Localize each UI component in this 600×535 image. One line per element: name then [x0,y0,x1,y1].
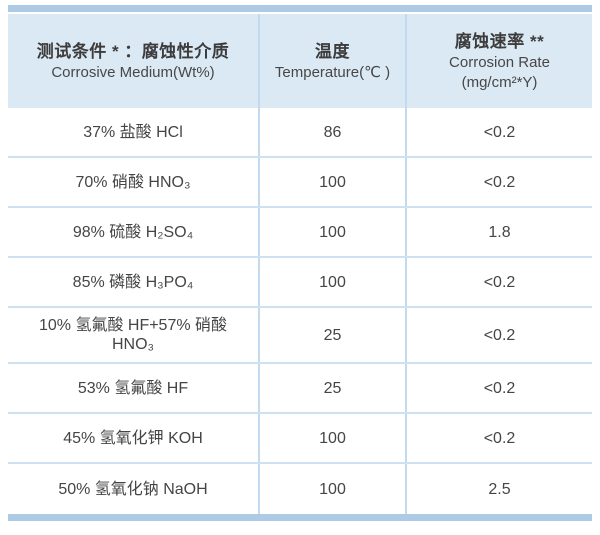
cell-rate: 2.5 [488,480,511,498]
table-row: 53% 氢氟酸 HF 25 <0.2 [8,364,592,414]
cell-rate: <0.2 [483,123,516,141]
header-rate-en: Corrosion Rate [449,53,550,71]
cell-rate: <0.2 [483,326,516,344]
top-accent-bar [8,5,592,12]
cell-medium: 85% 磷酸 H₃PO₄ [8,258,260,306]
cell-temperature: 100 [260,414,407,462]
table-header: 测试条件 * ：腐蚀性介质 Corrosive Medium(Wt%) 温度 T… [8,14,592,108]
cell-medium: 98% 硫酸 H₂SO₄ [8,208,260,256]
table-row: 50% 氢氧化钠 NaOH 100 2.5 [8,464,592,514]
table-row: 10% 氢氟酸 HF+57% 硝酸 HNO₃ 25 <0.2 [8,308,592,364]
header-rate-unit: (mg/cm²*Y) [461,73,538,91]
bottom-accent-bar [8,514,592,521]
cell-temperature: 25 [260,364,407,412]
cell-medium: 70% 硝酸 HNO₃ [8,158,260,206]
cell-medium: 53% 氢氟酸 HF [8,364,260,412]
header-cell-rate: 腐蚀速率 ** Corrosion Rate (mg/cm²*Y) [407,14,592,108]
cell-rate: <0.2 [483,429,516,447]
header-rate-zh: 腐蚀速率 ** [454,31,545,51]
cell-temperature: 100 [260,258,407,306]
cell-temperature: 86 [260,108,407,156]
corrosion-table: 测试条件 * ：腐蚀性介质 Corrosive Medium(Wt%) 温度 T… [8,5,592,521]
cell-rate: 1.8 [488,223,511,241]
cell-temperature: 100 [260,158,407,206]
table-row: 85% 磷酸 H₃PO₄ 100 <0.2 [8,258,592,308]
header-cell-medium: 测试条件 * ：腐蚀性介质 Corrosive Medium(Wt%) [8,14,260,108]
cell-temperature: 100 [260,208,407,256]
cell-medium: 10% 氢氟酸 HF+57% 硝酸 HNO₃ [8,308,260,362]
table-body: 37% 盐酸 HCl 86 <0.2 70% 硝酸 HNO₃ 100 <0.2 … [8,108,592,514]
cell-medium: 37% 盐酸 HCl [8,108,260,156]
table-row: 45% 氢氧化钾 KOH 100 <0.2 [8,414,592,464]
cell-medium: 50% 氢氧化钠 NaOH [8,464,260,514]
header-cell-temperature: 温度 Temperature(℃ ) [260,14,407,108]
table-row: 37% 盐酸 HCl 86 <0.2 [8,108,592,158]
cell-rate: <0.2 [483,173,516,191]
header-temperature-zh: 温度 [315,41,350,61]
cell-temperature: 25 [260,308,407,362]
cell-rate: <0.2 [483,379,516,397]
cell-medium: 45% 氢氧化钾 KOH [8,414,260,462]
cell-rate: <0.2 [483,273,516,291]
header-medium-en: Corrosive Medium(Wt%) [51,63,215,81]
header-temperature-en: Temperature(℃ ) [274,63,391,81]
table-row: 70% 硝酸 HNO₃ 100 <0.2 [8,158,592,208]
header-medium-zh: 测试条件 * ：腐蚀性介质 [36,41,230,61]
cell-temperature: 100 [260,464,407,514]
table-row: 98% 硫酸 H₂SO₄ 100 1.8 [8,208,592,258]
